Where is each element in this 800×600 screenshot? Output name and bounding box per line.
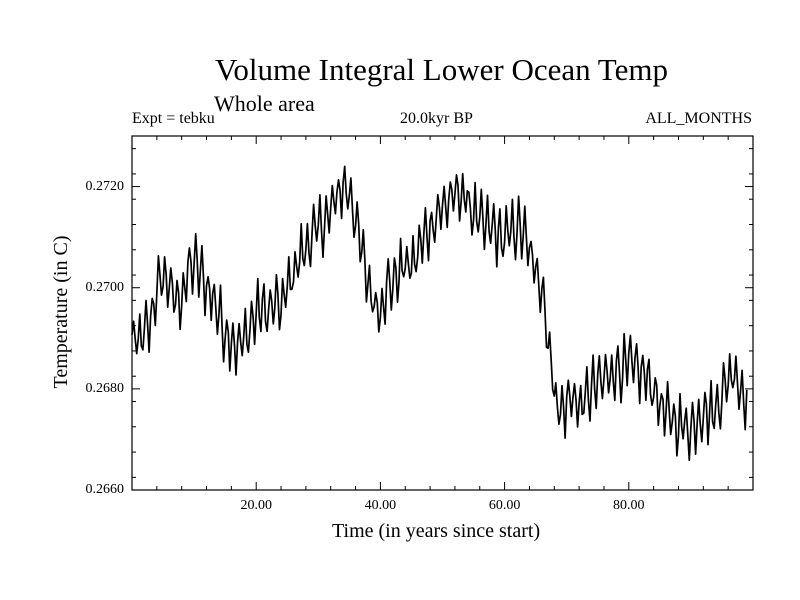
y-tick-label: 0.2660 [85,482,125,497]
y-tick-label: 0.2700 [85,279,125,295]
series-line [131,165,748,462]
experiment-label: Expt = tebku [132,110,215,127]
x-tick-label: 80.00 [613,498,645,513]
chart-subtitle: Whole area [214,91,315,116]
x-tick-label: 40.00 [364,498,397,513]
axis-ticks [132,136,753,491]
plot-frame [131,135,754,491]
chart-title: Volume Integral Lower Ocean Temp [215,52,668,87]
y-axis-label: Temperature (in C) [50,235,72,389]
period-label: 20.0kyr BP [400,110,473,127]
x-tick-label: 60.00 [488,498,521,513]
months-label: ALL_MONTHS [645,110,752,127]
y-tick-label: 0.2680 [85,380,125,396]
y-tick-label: 0.2720 [85,178,125,194]
x-axis-label: Time (in years since start) [332,520,541,542]
x-tick-label: 20.00 [240,498,272,513]
